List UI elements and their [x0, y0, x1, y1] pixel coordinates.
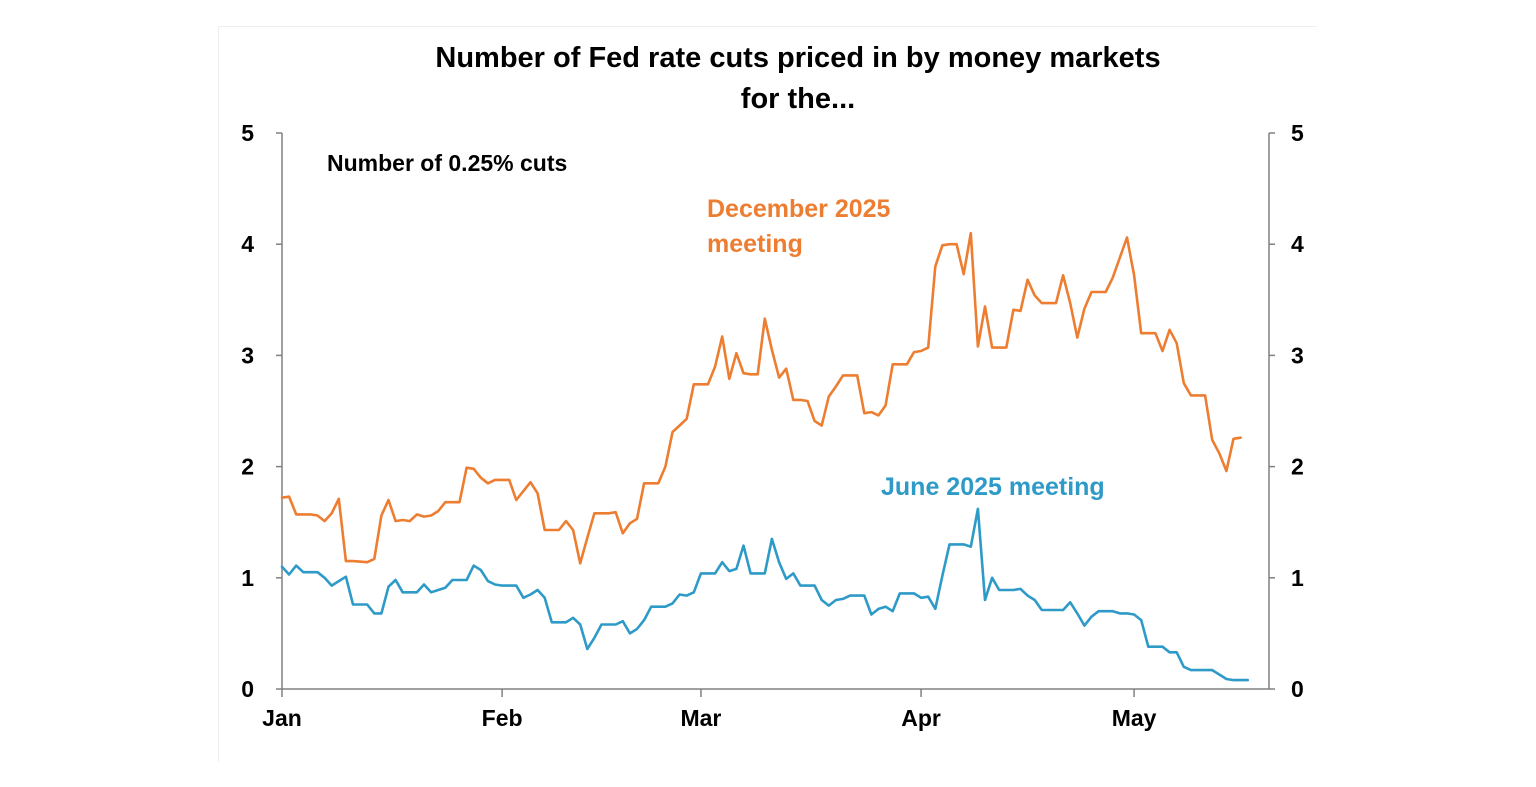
axes [276, 132, 1275, 697]
right-y-tick-label: 0 [1291, 676, 1304, 702]
series-line-december-2025-meeting [280, 231, 1242, 565]
x-tick-label-mar: Mar [680, 705, 721, 731]
chart-title-line-2: for the... [741, 83, 855, 115]
left-y-tick-label: 5 [241, 120, 254, 146]
x-tick-label-jan: Jan [262, 705, 302, 731]
december-2025-label-line-2: meeting [707, 230, 803, 258]
chart-title-line-1: Number of Fed rate cuts priced in by mon… [435, 42, 1160, 74]
left-y-tick-label: 1 [241, 565, 254, 591]
june-2025-label: June 2025 meeting [881, 473, 1105, 501]
tick-labels: 0 0 1 1 2 2 3 3 4 4 5 5 Jan Feb Mar Apr May [241, 120, 1304, 731]
x-tick-label-feb: Feb [482, 705, 523, 731]
right-y-tick-label: 1 [1291, 565, 1304, 591]
left-y-tick-label: 3 [241, 342, 254, 368]
left-y-tick-label: 4 [241, 231, 254, 257]
left-y-tick-label: 0 [241, 676, 254, 702]
left-y-tick-label: 2 [241, 454, 254, 480]
right-y-tick-label: 3 [1291, 342, 1304, 368]
chart-frame: Number of Fed rate cuts priced in by mon… [218, 26, 1317, 762]
x-tick-label-apr: Apr [901, 705, 941, 731]
y-axis-unit-label: Number of 0.25% cuts [327, 150, 567, 176]
x-tick-label-may: May [1112, 705, 1157, 731]
series-lines [280, 231, 1249, 682]
right-y-tick-label: 4 [1291, 231, 1304, 257]
series-line-june-2025-meeting [280, 507, 1249, 682]
right-y-tick-label: 2 [1291, 454, 1304, 480]
right-y-tick-label: 5 [1291, 120, 1304, 146]
fed-rate-cuts-chart: Number of Fed rate cuts priced in by mon… [241, 42, 1304, 731]
december-2025-label-line-1: December 2025 [707, 195, 891, 223]
